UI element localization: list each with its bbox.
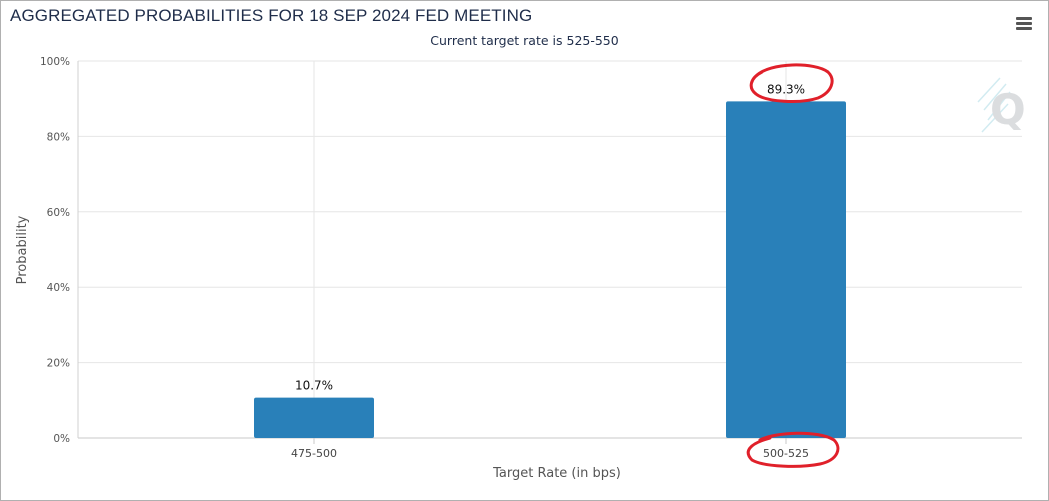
svg-text:Q: Q (990, 85, 1026, 134)
data-label: 10.7% (295, 379, 333, 393)
bar-475-500[interactable] (254, 397, 374, 438)
y-tick-label: 0% (53, 433, 70, 445)
x-tick-label: 475-500 (291, 447, 337, 460)
bar-500-525[interactable] (726, 101, 846, 439)
x-axis-title: Target Rate (in bps) (492, 466, 621, 481)
y-tick-label: 80% (47, 131, 70, 143)
hamburger-menu-icon[interactable] (1014, 16, 1034, 32)
annotation-circle-top (749, 63, 834, 103)
chart-title: AGGREGATED PROBABILITIES FOR 18 SEP 2024… (10, 6, 533, 25)
y-axis-title: Probability (15, 215, 30, 284)
data-label: 89.3% (767, 82, 805, 96)
chart-subtitle: Current target rate is 525-550 (430, 33, 619, 48)
annotation-circle-bottom (746, 431, 840, 468)
y-tick-label: 20% (47, 358, 70, 370)
q-logo-watermark: Q (977, 77, 1026, 134)
y-tick-label: 60% (47, 207, 70, 219)
y-tick-label: 40% (47, 282, 70, 294)
y-tick-label: 100% (40, 56, 70, 68)
x-tick-label: 500-525 (763, 447, 809, 460)
